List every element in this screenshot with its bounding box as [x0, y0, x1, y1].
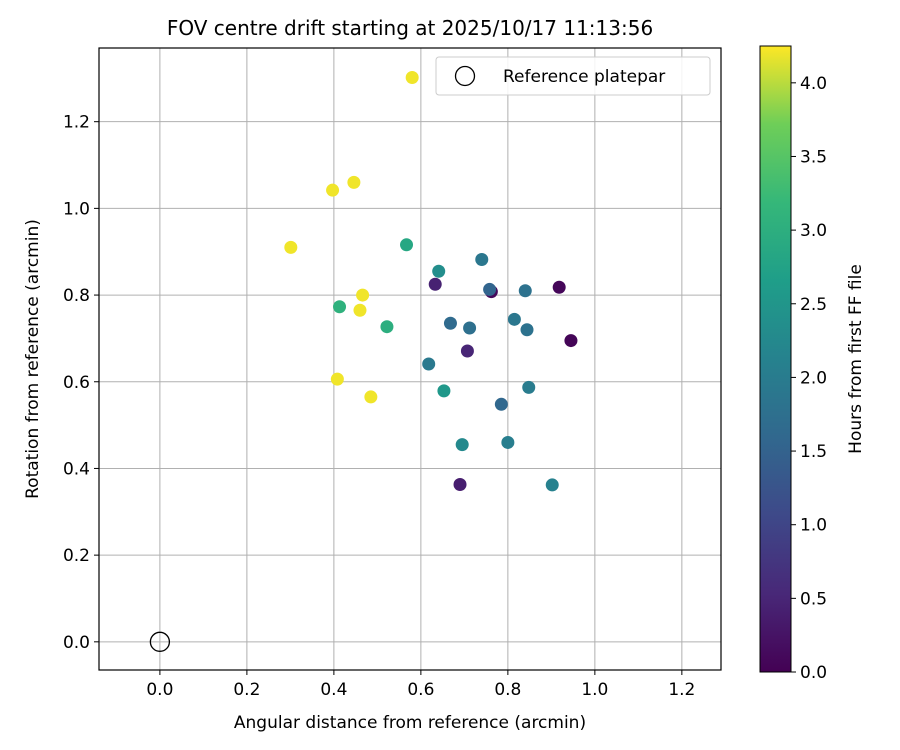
data-point: [507, 312, 521, 326]
y-tick-label: 0.2: [63, 546, 90, 566]
data-point: [552, 280, 566, 294]
data-point: [347, 175, 361, 189]
colorbar-tick-label: 0.5: [800, 589, 827, 609]
colorbar-tick-label: 1.0: [800, 516, 827, 536]
colorbar-tick-label: 2.0: [800, 368, 827, 388]
data-point: [501, 435, 515, 449]
data-point: [422, 357, 436, 371]
data-point: [428, 277, 442, 291]
x-tick-label: 0.0: [146, 680, 173, 700]
legend-marker-reference: [454, 65, 476, 87]
x-tick-label: 0.8: [494, 680, 521, 700]
x-axis-label: Angular distance from reference (arcmin): [234, 713, 586, 733]
x-tick-label: 0.6: [407, 680, 434, 700]
y-tick-label: 0.4: [63, 459, 90, 479]
data-point: [460, 344, 474, 358]
y-tick-label: 1.2: [63, 113, 90, 133]
data-point: [564, 334, 578, 348]
x-tick-label: 0.4: [320, 680, 347, 700]
grid: [99, 48, 721, 670]
data-point: [483, 282, 497, 296]
colorbar-tick-label: 4.0: [800, 74, 827, 94]
data-point: [522, 380, 536, 394]
y-tick-label: 0.8: [63, 286, 90, 306]
x-tick-label: 1.2: [668, 680, 695, 700]
reference-point-marker: [149, 631, 171, 652]
chart-title: FOV centre drift starting at 2025/10/17 …: [167, 16, 653, 40]
data-point: [443, 316, 457, 330]
y-tick-label: 0.0: [63, 633, 90, 653]
colorbar-tick-label: 1.5: [800, 442, 827, 462]
colorbar-tick-label: 0.0: [800, 663, 827, 683]
data-point: [455, 438, 469, 452]
legend: Reference platepar: [435, 56, 711, 96]
data-point: [432, 264, 446, 278]
data-point: [330, 372, 344, 386]
y-axis-label: Rotation from reference (arcmin): [23, 219, 43, 499]
colorbar: [759, 45, 792, 673]
data-point: [326, 183, 340, 197]
data-point: [356, 288, 370, 302]
legend-box: [435, 56, 711, 96]
data-point: [463, 321, 477, 335]
x-tick-label: 0.2: [233, 680, 260, 700]
legend-entry-reference: Reference platepar: [503, 67, 665, 87]
reference-marker: [149, 631, 171, 652]
data-point: [437, 384, 451, 398]
data-point: [518, 284, 532, 298]
y-tick-label: 1.0: [63, 199, 90, 219]
data-point: [284, 240, 298, 254]
y-tick-label: 0.6: [63, 373, 90, 393]
data-point: [353, 303, 367, 317]
data-point: [545, 478, 559, 492]
colorbar-tick-label: 3.0: [800, 221, 827, 241]
data-point: [380, 320, 394, 334]
data-point: [475, 253, 489, 267]
data-point: [494, 397, 508, 411]
plot-frame: [98, 47, 722, 671]
x-tick-label: 1.0: [581, 680, 608, 700]
colorbar-tick-label: 2.5: [800, 295, 827, 315]
data-point: [364, 390, 378, 404]
scatter-points: [284, 70, 578, 492]
data-point: [405, 70, 419, 84]
data-point: [520, 323, 534, 337]
colorbar-ticks: 0.0 0.5 1.0 1.5 2.0 2.5 3.0 3.5 4.0: [791, 74, 827, 683]
colorbar-label: Hours from first FF file: [846, 264, 866, 454]
y-axis-ticks: 0.0 0.2 0.4 0.6 0.8 1.0 1.2: [63, 113, 99, 653]
colorbar-tick-label: 3.5: [800, 147, 827, 167]
data-point: [333, 300, 347, 314]
x-axis-ticks: 0.0 0.2 0.4 0.6 0.8 1.0 1.2: [146, 670, 695, 700]
data-point: [453, 477, 467, 491]
data-point: [400, 238, 414, 252]
